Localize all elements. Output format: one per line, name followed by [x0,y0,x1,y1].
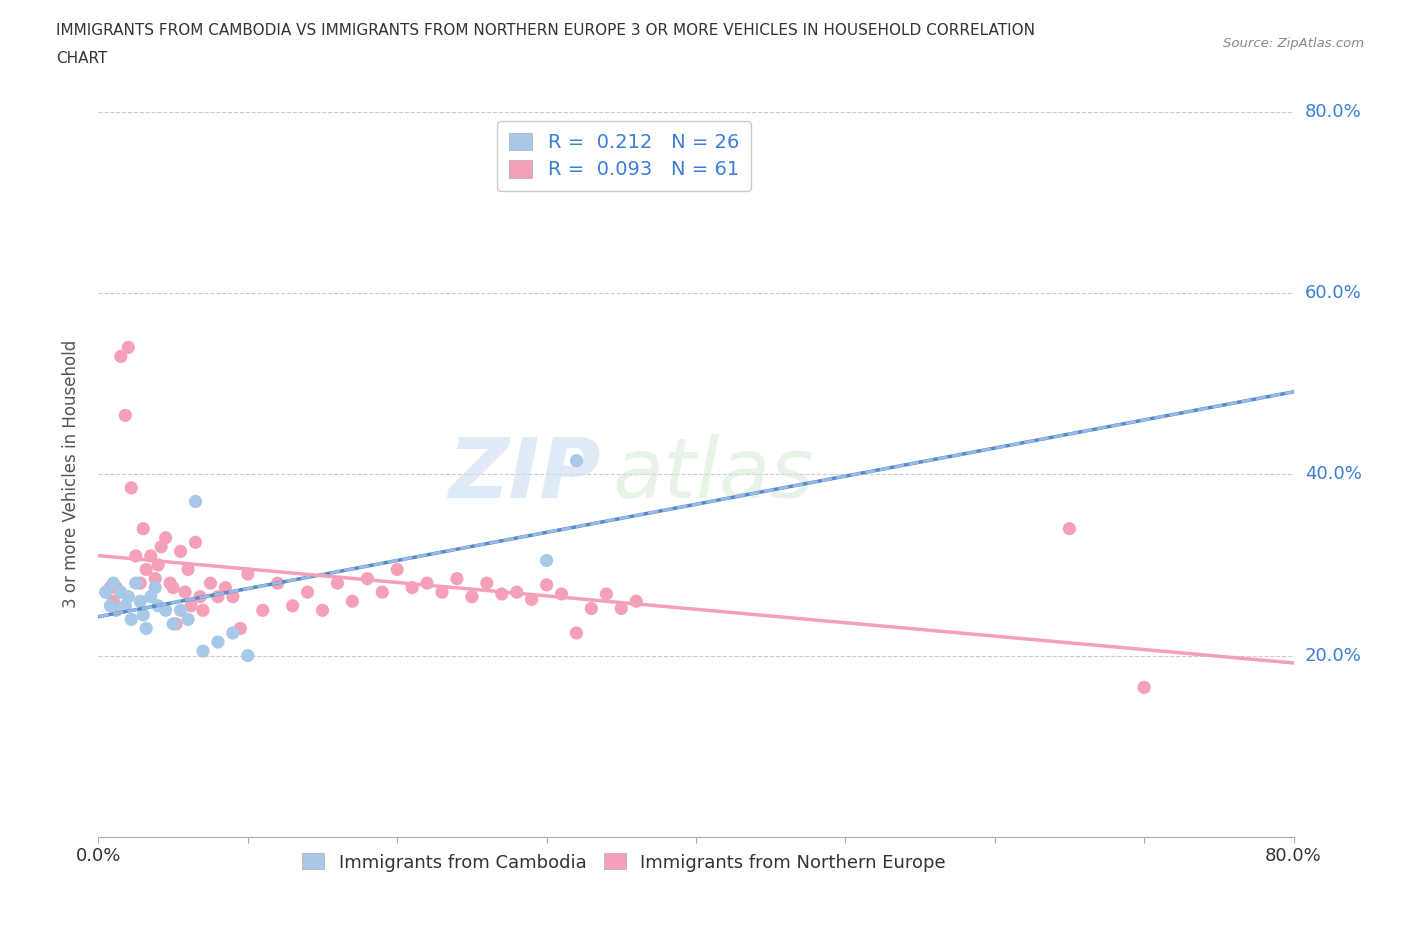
Point [267,576,290,591]
Point [207,590,229,604]
Point [117,340,139,355]
Point [191,603,214,618]
Point [1059,521,1081,536]
Point [125,576,148,591]
Point [550,587,572,602]
Point [117,590,139,604]
Point [103,594,125,609]
Text: atlas: atlas [613,433,814,515]
Point [236,566,259,581]
Point [125,549,148,564]
Point [326,576,349,591]
Point [565,626,588,641]
Point [165,617,187,631]
Point [155,530,177,545]
Point [177,562,200,577]
Point [180,598,202,613]
Point [610,601,633,616]
Point [174,585,197,600]
Point [236,648,259,663]
Point [222,590,245,604]
Point [401,580,423,595]
Point [110,585,132,600]
Point [475,576,498,591]
Point [536,578,558,592]
Point [385,562,409,577]
Point [143,571,166,586]
Text: 40.0%: 40.0% [1305,465,1361,484]
Point [114,408,136,423]
Point [169,603,191,618]
Point [150,539,173,554]
Point [184,535,207,550]
Point [461,590,484,604]
Point [110,349,132,364]
Point [446,571,468,586]
Y-axis label: 3 or more Vehicles in Household: 3 or more Vehicles in Household [62,340,80,608]
Point [132,607,155,622]
Point [565,453,588,468]
Point [148,558,170,573]
Point [94,585,117,600]
Point [94,585,117,600]
Point [506,585,529,600]
Point [281,598,304,613]
Point [595,587,617,602]
Point [162,580,184,595]
Point [105,603,128,618]
Point [536,553,558,568]
Point [143,580,166,595]
Point [98,580,122,595]
Point [169,544,191,559]
Point [200,576,222,591]
Point [148,598,170,613]
Point [491,587,513,602]
Point [207,634,229,649]
Text: 20.0%: 20.0% [1305,646,1361,665]
Point [184,494,207,509]
Point [139,549,162,564]
Point [252,603,274,618]
Point [139,590,162,604]
Point [214,580,236,595]
Point [162,617,184,631]
Text: 80.0%: 80.0% [1305,102,1361,121]
Point [129,594,152,609]
Point [1133,680,1156,695]
Point [98,598,122,613]
Point [188,590,211,604]
Point [626,594,648,609]
Point [120,481,142,496]
Point [159,576,181,591]
Point [430,585,453,600]
Point [356,571,378,586]
Point [416,576,439,591]
Point [311,603,333,618]
Point [129,576,152,591]
Point [297,585,319,600]
Point [371,585,394,600]
Point [581,601,603,616]
Point [114,598,136,613]
Point [105,580,128,595]
Point [103,576,125,591]
Point [135,621,157,636]
Text: Source: ZipAtlas.com: Source: ZipAtlas.com [1223,37,1364,50]
Text: IMMIGRANTS FROM CAMBODIA VS IMMIGRANTS FROM NORTHERN EUROPE 3 OR MORE VEHICLES I: IMMIGRANTS FROM CAMBODIA VS IMMIGRANTS F… [56,23,1035,38]
Point [132,521,155,536]
Point [222,626,245,641]
Text: CHART: CHART [56,51,108,66]
Point [135,562,157,577]
Text: ZIP: ZIP [447,433,600,515]
Text: 60.0%: 60.0% [1305,284,1361,302]
Point [177,612,200,627]
Point [520,592,543,607]
Point [120,612,142,627]
Point [155,603,177,618]
Legend: Immigrants from Cambodia, Immigrants from Northern Europe: Immigrants from Cambodia, Immigrants fro… [295,846,953,879]
Point [229,621,252,636]
Point [342,594,364,609]
Point [191,644,214,658]
